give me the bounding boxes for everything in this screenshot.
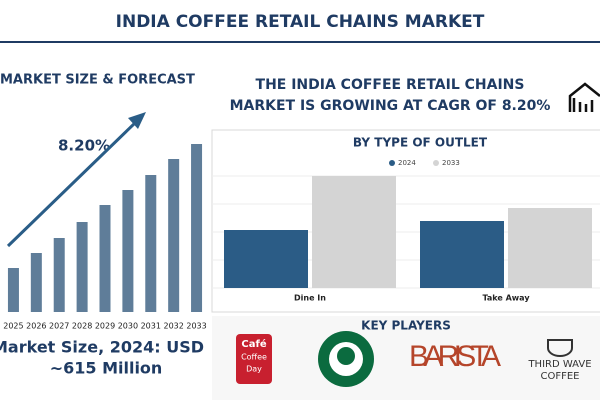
market-size: Market Size, 2024: USD xyxy=(0,338,204,357)
bar xyxy=(30,253,42,312)
logo-text: Coffee xyxy=(241,353,267,362)
x-tick-label: 2032 xyxy=(163,322,183,331)
x-tick-label: 2025 xyxy=(3,322,23,331)
logo-text: Café xyxy=(241,338,266,350)
legend-swatch xyxy=(433,160,439,166)
cup-icon xyxy=(547,339,573,357)
cagr-annotation: 8.20% xyxy=(58,137,110,155)
headline: MARKET IS GROWING AT CAGR OF 8.20% xyxy=(230,98,551,114)
bar xyxy=(99,205,111,312)
players-title: KEY PLAYERS xyxy=(361,319,451,333)
legend-label: 2033 xyxy=(442,159,460,167)
x-tick-label: 2033 xyxy=(186,322,206,331)
x-tick-label: Dine In xyxy=(294,294,326,303)
forecast-title: MARKET SIZE & FORECAST xyxy=(0,73,195,88)
bar xyxy=(53,238,65,312)
x-tick-label: 2030 xyxy=(118,322,138,331)
bar xyxy=(508,208,592,288)
legend-swatch xyxy=(389,160,395,166)
x-tick-label: Take Away xyxy=(482,294,530,303)
legend-label: 2024 xyxy=(398,159,416,167)
logo-text: COFFEE xyxy=(541,371,580,382)
barista-logo: BARISTA xyxy=(409,340,501,373)
headline: THE INDIA COFFEE RETAIL CHAINS xyxy=(256,77,525,93)
ccd-logo xyxy=(236,334,272,384)
x-tick-label: 2028 xyxy=(72,322,92,331)
bar xyxy=(7,268,19,312)
header-title: INDIA COFFEE RETAIL CHAINS MARKET xyxy=(116,12,485,32)
growth-arrow xyxy=(6,120,138,248)
bar xyxy=(191,144,203,312)
arrow-head xyxy=(128,112,146,129)
starbucks-face xyxy=(337,347,355,365)
bar xyxy=(145,175,157,312)
outlet-title: BY TYPE OF OUTLET xyxy=(353,136,488,150)
bar xyxy=(420,221,504,288)
bar xyxy=(122,190,134,312)
outlet-panel xyxy=(211,129,600,313)
bar xyxy=(168,159,180,312)
house-icon xyxy=(568,82,600,112)
logo-text: THIRD WAVE xyxy=(527,359,591,370)
bar xyxy=(76,222,88,312)
logo-text: Day xyxy=(246,365,262,374)
x-tick-label: 2031 xyxy=(141,322,161,331)
players-panel xyxy=(212,316,600,400)
x-tick-label: 2029 xyxy=(95,322,115,331)
market-value: ~615 Million xyxy=(50,359,163,378)
bar xyxy=(224,230,308,288)
x-tick-label: 2027 xyxy=(49,322,69,331)
bar xyxy=(312,176,396,288)
x-tick-label: 2026 xyxy=(26,322,46,331)
